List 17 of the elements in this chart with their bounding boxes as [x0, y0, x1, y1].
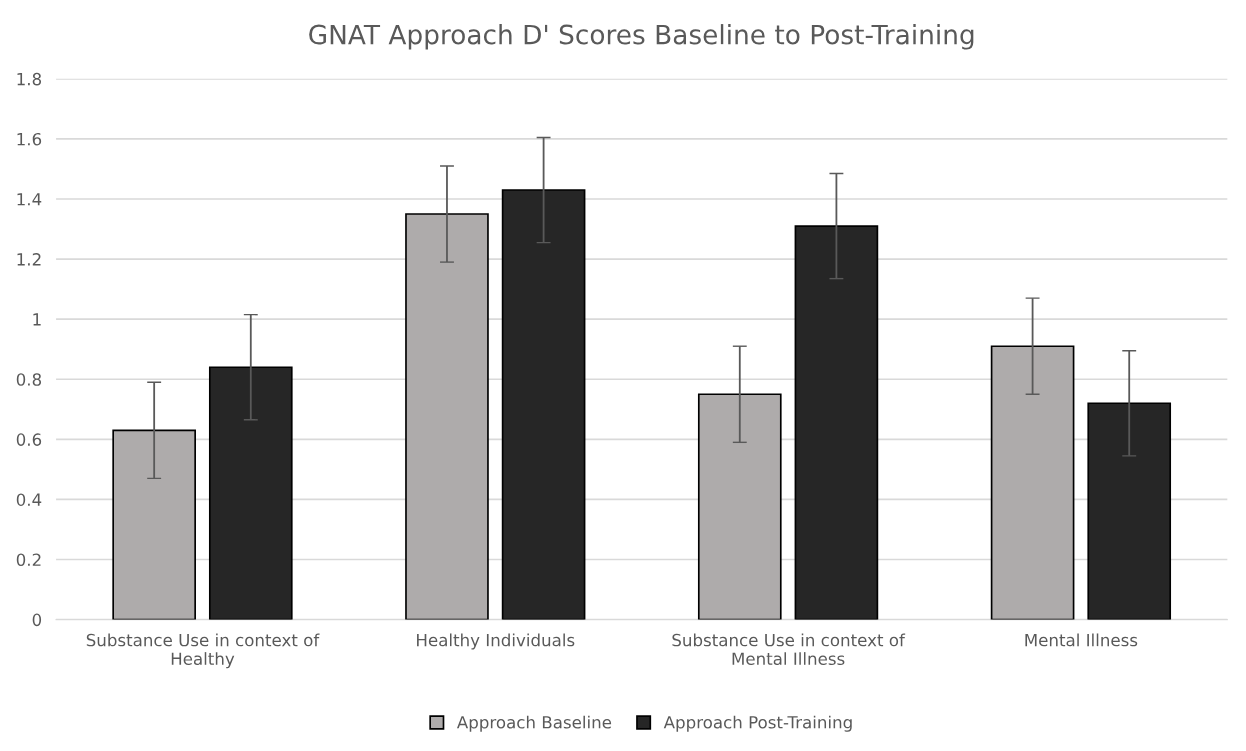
x-tick-label: Substance Use in context of Mental Illness: [672, 633, 906, 666]
y-tick-label: 1.8: [17, 72, 42, 86]
y-tick-label: 1: [33, 313, 41, 326]
chart-title: GNAT Approach D' Scores Baseline to Post-Training: [309, 24, 974, 50]
x-tick-label: Substance Use in context of Healthy: [86, 633, 320, 669]
y-tick-label: 1.6: [17, 132, 42, 146]
y-tick-label: 1.2: [17, 253, 41, 266]
y-tick-label: 0: [32, 613, 42, 627]
y-tick-label: 0.6: [16, 433, 42, 446]
y-tick-label: 0.4: [16, 493, 42, 506]
y-tick-label: 1.4: [17, 193, 42, 206]
legend-label: Approach Baseline: [456, 715, 612, 732]
x-tick-label: Healthy Individuals: [417, 633, 575, 650]
legend-label: Approach Post-Training: [663, 715, 852, 732]
y-tick-label: 0.8: [16, 373, 42, 386]
y-tick-label: 0.2: [16, 553, 41, 567]
x-tick-label: Mental Illness: [1025, 633, 1138, 647]
